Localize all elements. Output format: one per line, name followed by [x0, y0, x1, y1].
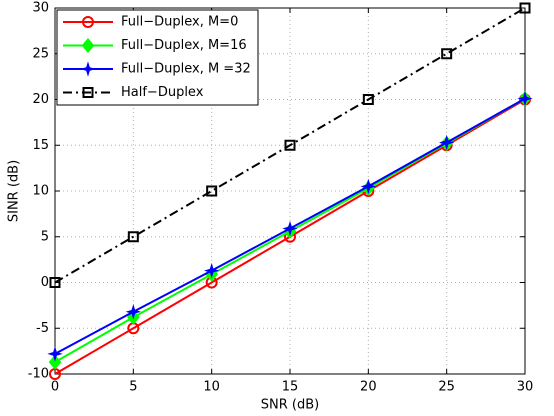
marker: [47, 346, 63, 362]
series-line: [54, 7, 526, 284]
axes-box: [54, 7, 526, 375]
y-tick-label: -5: [36, 321, 49, 336]
marker: [438, 134, 455, 151]
legend-label: Half−Duplex: [121, 85, 204, 100]
y-tick-label: 30: [32, 1, 49, 16]
marker: [360, 178, 377, 195]
y-axis-label: SINR (dB): [7, 160, 22, 222]
y-tick-label: 25: [32, 46, 49, 61]
marker: [49, 277, 61, 288]
marker: [206, 185, 218, 197]
marker: [80, 61, 96, 77]
legend-label: Full−Duplex, M=0: [121, 15, 238, 30]
marker: [82, 16, 94, 28]
marker: [441, 48, 453, 60]
marker: [519, 2, 531, 14]
x-tick-label: 25: [438, 380, 455, 395]
x-tick-label: 0: [51, 380, 59, 395]
y-tick-label: 10: [32, 184, 49, 199]
legend: Full−Duplex, M=0 Full−Duplex, M=16 Full−Du…: [56, 9, 259, 106]
marker: [127, 231, 139, 243]
y-tick-label: 20: [32, 92, 49, 107]
y-tick-label: 0: [41, 275, 49, 290]
x-axis-label: SNR (dB): [261, 398, 319, 413]
legend-label: Full−Duplex, M =32: [121, 62, 251, 77]
marker: [82, 87, 94, 98]
marker: [48, 354, 62, 370]
x-tick-label: 5: [129, 380, 137, 395]
x-tick-label: 20: [360, 380, 377, 395]
legend-label: Full−Duplex, M=16: [121, 38, 247, 53]
y-tick-label: 5: [41, 229, 49, 244]
x-tick-label: 15: [282, 380, 299, 395]
marker: [362, 94, 374, 105]
marker: [517, 90, 533, 107]
marker: [282, 220, 298, 237]
marker: [203, 262, 220, 279]
marker: [284, 139, 296, 151]
marker: [125, 304, 142, 320]
x-tick-label: 30: [517, 380, 534, 395]
marker: [81, 37, 95, 54]
y-tick-label: 15: [32, 138, 49, 153]
y-tick-label: -10: [28, 367, 49, 382]
x-tick-label: 10: [203, 380, 220, 395]
